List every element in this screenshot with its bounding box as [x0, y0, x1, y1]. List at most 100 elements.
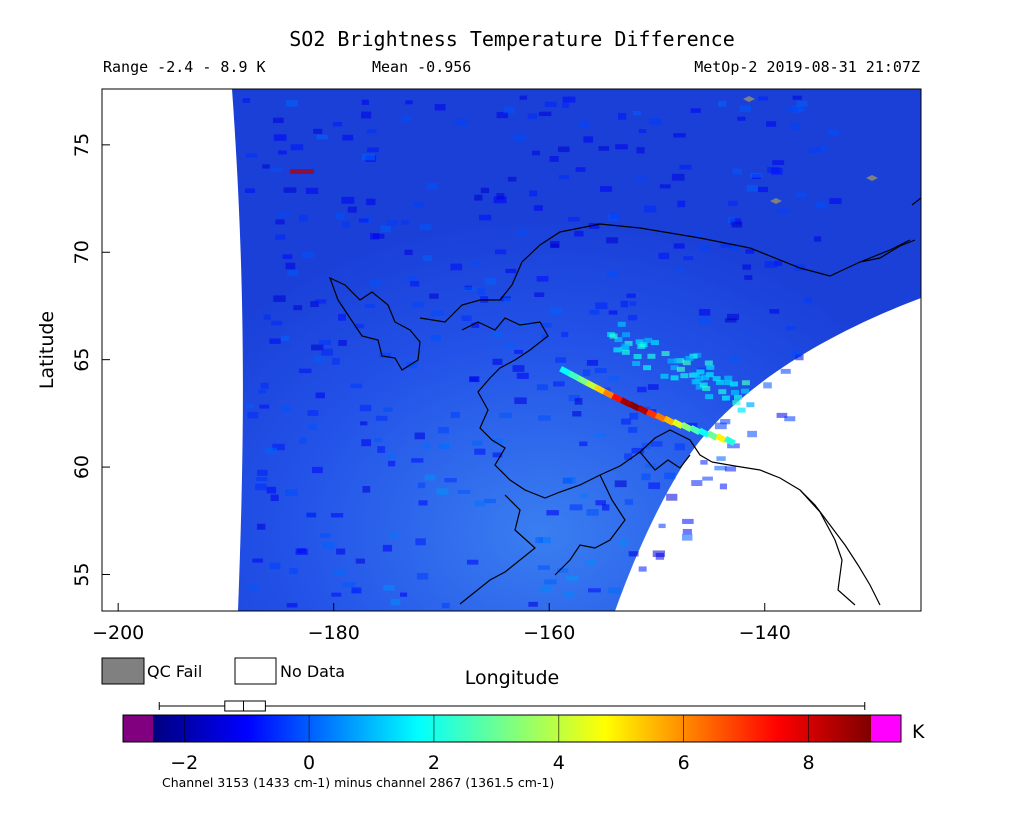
swath-pixel	[739, 105, 752, 113]
swath-pixel	[332, 122, 343, 127]
swath-pixel	[586, 509, 599, 516]
swath-pixel	[308, 423, 317, 431]
swath-pixel	[478, 214, 492, 221]
swath-pixel	[358, 218, 369, 223]
swath-pixel	[386, 220, 399, 227]
swath-pixel	[321, 348, 333, 356]
swath-pixel	[499, 412, 512, 419]
range-label: Range -2.4 - 8.9 K	[103, 58, 266, 76]
swath-pixel	[683, 256, 694, 261]
swath-pixel	[318, 339, 331, 345]
swath-pixel	[263, 314, 271, 320]
lon-tick-label: −180	[308, 622, 360, 644]
swath-pixel	[586, 560, 596, 566]
longitude-axis: −200 −180 −160 −140	[92, 603, 791, 644]
colorbar-over	[871, 715, 901, 742]
swath-pixel	[829, 198, 842, 204]
swath-pixel	[285, 262, 296, 270]
swath-pixel	[426, 183, 438, 190]
plume-halo-pixel	[721, 395, 730, 401]
plume-pixel	[567, 370, 580, 381]
swath-pixel	[252, 558, 263, 563]
colorbar-tick-label: −2	[170, 752, 198, 774]
swath-pixel	[796, 192, 807, 198]
plume-halo-pixel	[647, 353, 656, 359]
plume-pixel	[619, 397, 632, 408]
swath-pixel	[492, 358, 503, 365]
swath-pixel	[514, 349, 524, 354]
boxplot-box	[224, 700, 266, 712]
swath-pixel	[314, 299, 327, 304]
swath-pixel	[275, 219, 285, 225]
swath-pixel	[430, 334, 442, 342]
swath-pixel	[335, 212, 345, 220]
swath-pixel	[602, 504, 610, 511]
swath-pixel	[387, 460, 396, 467]
swath-pixel	[685, 422, 698, 429]
colorbar-tick-label: 2	[428, 752, 440, 774]
swath-pixel	[528, 601, 538, 607]
plume-halo-pixel	[622, 332, 631, 338]
swath-pixel	[634, 176, 647, 181]
swath-pixel	[638, 129, 647, 134]
plume-halo-pixel	[715, 379, 724, 385]
plume-halo-pixel	[667, 358, 676, 364]
swath-pixel	[774, 260, 783, 266]
swath-pixel	[474, 194, 483, 201]
swath-pixel	[746, 184, 758, 192]
plume-pixel	[680, 421, 693, 432]
swath-pixel	[380, 225, 391, 233]
swath-pixel	[256, 477, 268, 482]
swath-pixel	[633, 110, 641, 116]
swath-pixel	[256, 523, 266, 530]
swath-pixel	[301, 251, 315, 259]
swath-pixel	[569, 504, 583, 511]
swath-pixel	[505, 268, 517, 274]
swath-pixel	[539, 537, 551, 544]
swath-pixel	[299, 214, 308, 222]
swath-pixel	[641, 473, 651, 481]
swath-pixel	[579, 441, 588, 447]
swath-pixel	[729, 244, 740, 251]
swath-pixel	[792, 95, 802, 100]
swath-pixel	[242, 98, 251, 103]
swath-pixel	[311, 344, 324, 351]
swath-pixel	[519, 95, 528, 100]
plume-halo-pixel	[746, 402, 755, 408]
swath-pixel	[410, 280, 420, 287]
swath-pixel	[795, 354, 804, 361]
swath-pixel	[628, 426, 638, 433]
swath-pixel	[330, 513, 344, 518]
plume-halo-pixel	[702, 385, 711, 391]
plume-halo-pixel	[614, 337, 623, 343]
swath-pixel	[698, 308, 711, 316]
swath-pixel	[742, 264, 752, 270]
swath-pixel	[313, 356, 325, 363]
swath-pixel	[562, 96, 576, 103]
swath-pixel	[608, 310, 618, 315]
swath-pixel	[516, 229, 528, 236]
swath-pixel	[796, 100, 808, 107]
swath-pixel	[540, 585, 551, 593]
swath-pixel	[342, 221, 351, 228]
lat-tick-label: 70	[71, 240, 93, 264]
swath-pixel	[772, 160, 785, 165]
colorbar-caption: Channel 3153 (1433 cm-1) minus channel 2…	[162, 775, 554, 790]
plume-halo-pixel	[699, 382, 708, 388]
swath-pixel	[550, 307, 563, 315]
swath-pixel	[401, 220, 409, 225]
plume-halo-pixel	[680, 373, 689, 379]
swath-pixel	[629, 412, 639, 420]
swath-pixel	[273, 295, 286, 302]
swath-pixel	[680, 356, 690, 363]
swath-pixel	[534, 292, 545, 297]
swath-pixel	[258, 389, 267, 394]
swath-pixel	[541, 334, 549, 339]
swath-speckle	[242, 95, 842, 609]
swath-pixel	[714, 422, 727, 430]
swath-pixel	[682, 528, 692, 535]
swath-pixel	[422, 255, 432, 262]
swath-pixel	[480, 187, 490, 194]
swath-pixel	[248, 584, 260, 590]
plume-halo-pixel	[609, 333, 618, 339]
